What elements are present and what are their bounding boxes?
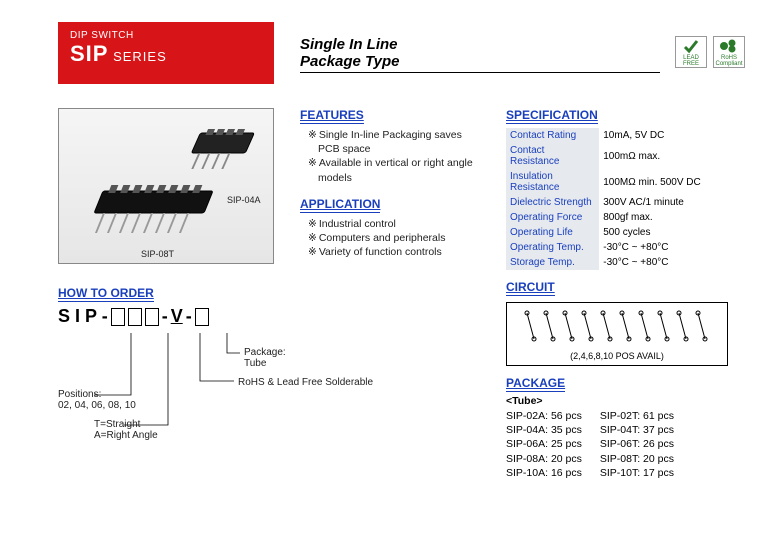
order-code: S I P - - V -: [58, 306, 298, 327]
compliance-badges: LEAD FREE RoHS Compliant: [675, 36, 745, 68]
spec-row: Insulation Resistance100MΩ min. 500V DC: [506, 169, 728, 195]
spec-key: Operating Life: [506, 225, 599, 240]
spec-val: -30°C ~ +80°C: [599, 255, 728, 270]
lbl-positions: Positions:: [58, 389, 136, 400]
column-features-application: FEATURES Single In-line Packaging saves …: [300, 108, 486, 259]
spec-row: Storage Temp.-30°C ~ +80°C: [506, 255, 728, 270]
circuit-caption: (2,4,6,8,10 POS AVAIL): [507, 351, 727, 361]
how-to-order-block: HOW TO ORDER S I P - - V - Package: Tube…: [58, 286, 298, 457]
application-item: Computers and peripherals: [300, 231, 486, 245]
features-block: FEATURES Single In-line Packaging saves …: [300, 108, 486, 185]
features-title: FEATURES: [300, 108, 364, 124]
photo-label-08t: SIP-08T: [141, 249, 174, 259]
lbl-positions-val: 02, 04, 06, 08, 10: [58, 400, 136, 411]
spec-key: Storage Temp.: [506, 255, 599, 270]
features-list: Single In-line Packaging saves PCB space…: [300, 128, 486, 185]
spec-val: 300V AC/1 minute: [599, 195, 728, 210]
how-to-order-title: HOW TO ORDER: [58, 286, 154, 302]
feature-item: Available in vertical or right angle mod…: [300, 156, 486, 184]
package-sub: <Tube>: [506, 395, 728, 407]
package-block: PACKAGE <Tube> SIP-02A: 56 pcsSIP-04A: 3…: [506, 376, 728, 480]
spec-key: Contact Rating: [506, 128, 599, 143]
circuit-block: CIRCUIT (2,4,6,8,10 POS AVAIL): [506, 280, 728, 366]
order-dash2: -: [186, 306, 192, 327]
spec-key: Contact Resistance: [506, 143, 599, 169]
order-prefix: S I P -: [58, 306, 108, 327]
pkg-item: SIP-02A: 56 pcs: [506, 409, 582, 423]
spec-row: Contact Rating10mA, 5V DC: [506, 128, 728, 143]
package-title: PACKAGE: [506, 376, 565, 392]
application-item: Industrial control: [300, 217, 486, 231]
page-subtitle: Single In Line Package Type: [300, 36, 660, 73]
circuit-title: CIRCUIT: [506, 280, 555, 296]
product-photo: SIP-04A SIP-08T: [58, 108, 274, 264]
pkg-item: SIP-02T: 61 pcs: [600, 409, 674, 423]
lbl-type2: A=Right Angle: [94, 430, 158, 441]
package-columns: SIP-02A: 56 pcsSIP-04A: 35 pcsSIP-06A: 2…: [506, 409, 728, 480]
spec-row: Dielectric Strength300V AC/1 minute: [506, 195, 728, 210]
spec-row: Operating Temp.-30°C ~ +80°C: [506, 240, 728, 255]
application-title: APPLICATION: [300, 197, 380, 213]
spec-key: Insulation Resistance: [506, 169, 599, 195]
photo-label-04a: SIP-04A: [227, 195, 261, 205]
pkg-item: SIP-10A: 16 pcs: [506, 466, 582, 480]
spec-val: 100mΩ max.: [599, 143, 728, 169]
lbl-type1: T=Straight: [94, 419, 158, 430]
order-v: V: [171, 306, 183, 327]
pkg-item: SIP-04A: 35 pcs: [506, 423, 582, 437]
order-box-pkg: [195, 308, 209, 326]
spec-val: -30°C ~ +80°C: [599, 240, 728, 255]
pkg-item: SIP-04T: 37 pcs: [600, 423, 674, 437]
header-series-text: SERIES: [108, 49, 166, 64]
pkg-item: SIP-08A: 20 pcs: [506, 452, 582, 466]
lbl-package: Package:: [244, 347, 286, 358]
pkg-item: SIP-10T: 17 pcs: [600, 466, 674, 480]
order-box-pos2: [128, 308, 142, 326]
order-box-type: [145, 308, 159, 326]
spec-row: Operating Life500 cycles: [506, 225, 728, 240]
circuit-diagram: (2,4,6,8,10 POS AVAIL): [506, 302, 728, 366]
connector-04a: [179, 127, 259, 183]
leadfree-icon: LEAD FREE: [675, 36, 707, 68]
header-large-text: SIP: [70, 41, 108, 66]
header-title: SIP SERIES: [70, 41, 262, 67]
application-list: Industrial control Computers and periphe…: [300, 217, 486, 260]
lbl-rohs: RoHS & Lead Free Solderable: [238, 377, 373, 388]
application-block: APPLICATION Industrial control Computers…: [300, 197, 486, 260]
lbl-package-val: Tube: [244, 358, 286, 369]
header-category: DIP SWITCH: [70, 30, 262, 41]
specification-table: Contact Rating10mA, 5V DCContact Resista…: [506, 128, 728, 270]
spec-key: Operating Temp.: [506, 240, 599, 255]
header-band: DIP SWITCH SIP SERIES: [58, 22, 274, 84]
package-col-t: SIP-02T: 61 pcsSIP-04T: 37 pcsSIP-06T: 2…: [600, 409, 674, 480]
spec-val: 800gf max.: [599, 210, 728, 225]
application-item: Variety of function controls: [300, 245, 486, 259]
pkg-item: SIP-06A: 25 pcs: [506, 437, 582, 451]
spec-row: Contact Resistance100mΩ max.: [506, 143, 728, 169]
feature-item: Single In-line Packaging saves PCB space: [300, 128, 486, 156]
package-col-a: SIP-02A: 56 pcsSIP-04A: 35 pcsSIP-06A: 2…: [506, 409, 582, 480]
spec-row: Operating Force800gf max.: [506, 210, 728, 225]
spec-val: 100MΩ min. 500V DC: [599, 169, 728, 195]
spec-val: 500 cycles: [599, 225, 728, 240]
order-box-pos1: [111, 308, 125, 326]
column-spec-circuit-package: SPECIFICATION Contact Rating10mA, 5V DCC…: [506, 108, 728, 480]
pkg-item: SIP-08T: 20 pcs: [600, 452, 674, 466]
leadfree-label: LEAD FREE: [676, 55, 706, 67]
spec-key: Dielectric Strength: [506, 195, 599, 210]
spec-val: 10mA, 5V DC: [599, 128, 728, 143]
connector-08t: [77, 181, 219, 249]
specification-title: SPECIFICATION: [506, 108, 598, 124]
pkg-item: SIP-06T: 26 pcs: [600, 437, 674, 451]
subtitle-2: Package Type: [300, 53, 660, 70]
order-leaders: Package: Tube RoHS & Lead Free Solderabl…: [58, 333, 298, 457]
spec-key: Operating Force: [506, 210, 599, 225]
subtitle-1: Single In Line: [300, 36, 660, 53]
rohs-icon: RoHS Compliant: [713, 36, 745, 68]
rohs-label: RoHS Compliant: [714, 55, 744, 67]
order-dash: -: [162, 306, 168, 327]
subtitle-underline: [300, 72, 660, 73]
